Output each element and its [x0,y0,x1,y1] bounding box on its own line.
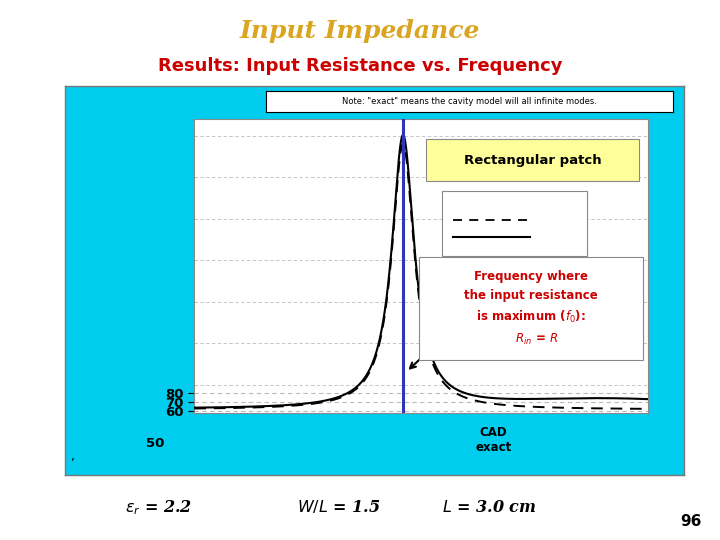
FancyBboxPatch shape [426,139,639,180]
Text: Rectangular patch: Rectangular patch [464,153,601,166]
Text: $W/L$ = 1.5: $W/L$ = 1.5 [297,499,380,516]
FancyBboxPatch shape [441,191,587,255]
FancyBboxPatch shape [419,257,644,360]
Text: 50: 50 [145,436,164,450]
Text: ,: , [71,450,75,463]
Text: Results: Input Resistance vs. Frequency: Results: Input Resistance vs. Frequency [158,57,562,75]
Text: Input Impedance: Input Impedance [240,19,480,43]
Text: Note: "exact" means the cavity model will all infinite modes.: Note: "exact" means the cavity model wil… [343,97,597,106]
Text: exact: exact [475,441,511,454]
Text: $L$ = 3.0 cm: $L$ = 3.0 cm [442,499,537,516]
Text: $\varepsilon_r$ = 2.2: $\varepsilon_r$ = 2.2 [125,498,192,517]
Text: CAD: CAD [480,426,507,440]
Text: 96: 96 [680,515,702,530]
Text: Frequency where
the input resistance
is maximum ($f_0$):
   $R_{in}$ = $R$: Frequency where the input resistance is … [464,270,598,347]
